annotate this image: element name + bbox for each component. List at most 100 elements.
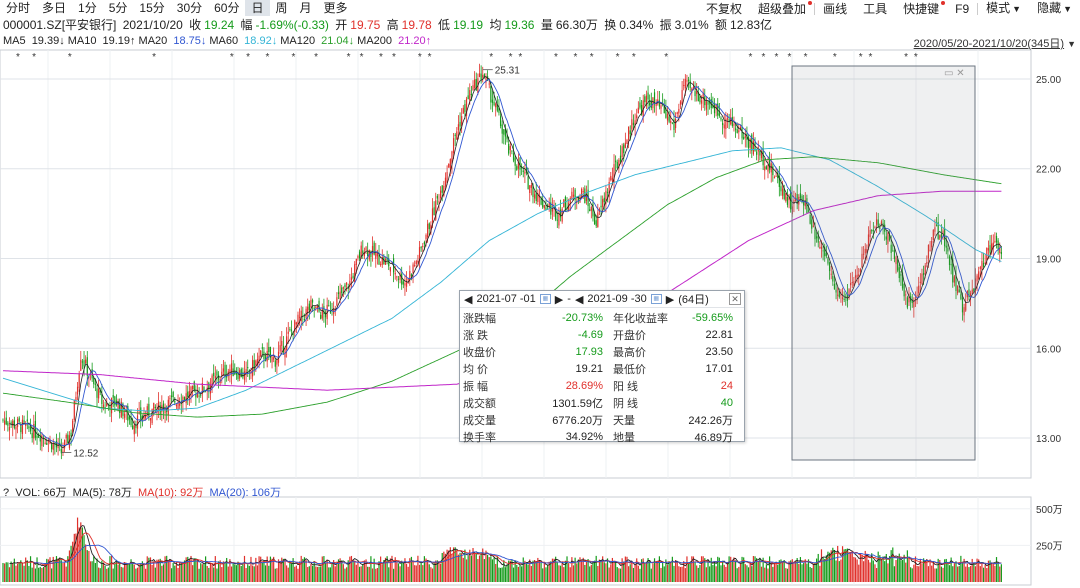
candle-body	[652, 97, 654, 109]
volume-bar	[791, 559, 793, 582]
period-tab-0[interactable]: 分时	[6, 1, 31, 15]
tool-menu-item-4[interactable]: 快捷键	[895, 0, 947, 17]
volume-bar	[292, 558, 294, 582]
volume-bar	[268, 565, 270, 582]
candle-body	[110, 397, 113, 414]
volume-bar	[582, 557, 584, 582]
volume-bar	[593, 560, 596, 582]
interval-end-date[interactable]: 2021-09 -30	[587, 293, 647, 305]
candle-body	[410, 274, 413, 276]
candle-body	[963, 307, 965, 316]
candle-body	[311, 299, 314, 303]
period-tab-9[interactable]: 月	[299, 1, 312, 15]
tool-menu-item-0[interactable]: 不复权	[698, 1, 750, 17]
candle-body	[396, 276, 398, 278]
volume-bar	[226, 557, 228, 582]
tool-menu-item-1[interactable]: 超级叠加	[750, 0, 814, 17]
candle-body	[976, 275, 978, 282]
candle-body	[222, 368, 225, 372]
period-tab-8[interactable]: 周	[275, 1, 288, 15]
volume-axis-tick: 500万	[1036, 505, 1063, 516]
volume-label: 量	[540, 18, 553, 32]
volume-bar	[835, 560, 837, 582]
stat-k2: 天量	[613, 414, 635, 427]
candle-body	[149, 417, 152, 421]
tool-menu-item-6[interactable]: 模式 ▼	[978, 0, 1029, 17]
candle-body	[282, 345, 284, 353]
calendar-icon[interactable]: ▦	[650, 294, 662, 304]
volume-bar	[942, 567, 944, 582]
candle-body	[357, 256, 359, 258]
date-range-selector[interactable]: 2020/05/20-2021/10/20(345日) ▼	[914, 35, 1076, 51]
volume-bar	[762, 557, 764, 582]
volume-bar	[960, 555, 962, 582]
volume-bar	[969, 566, 972, 582]
volume-bar	[793, 562, 795, 582]
period-tab-7[interactable]: 日	[245, 0, 270, 16]
candle-body	[274, 360, 276, 367]
candle-body	[760, 151, 763, 159]
candle-body	[52, 442, 54, 450]
candle-body	[431, 208, 434, 223]
volume-bar	[153, 561, 155, 582]
volume-bar	[913, 564, 915, 582]
candle-body	[495, 103, 497, 108]
calendar-icon[interactable]: ▦	[539, 294, 551, 304]
candle-body	[337, 292, 340, 295]
volume-bar	[401, 560, 403, 582]
candle-body	[984, 262, 986, 264]
volume-bar	[281, 557, 283, 582]
stock-code[interactable]: 000001.SZ[平安银行]	[3, 18, 117, 32]
volume-help-icon[interactable]: ?	[3, 487, 10, 499]
notification-dot	[808, 0, 813, 5]
period-tab-1[interactable]: 多日	[42, 1, 67, 15]
volume-bar	[854, 557, 857, 582]
volume-bar	[517, 566, 519, 582]
candle-body	[417, 260, 419, 263]
period-tab-5[interactable]: 30分	[176, 1, 203, 15]
volume-bar	[686, 556, 688, 582]
candle-body	[559, 209, 562, 218]
volume-bar	[663, 566, 665, 582]
candle-body	[243, 371, 246, 380]
candle-body	[36, 435, 38, 438]
volume-bar	[657, 560, 659, 582]
volume-bar	[757, 561, 759, 582]
tool-menu-item-5[interactable]: F9	[947, 1, 977, 17]
period-tab-2[interactable]: 1分	[78, 1, 97, 15]
volume-bar	[358, 566, 361, 582]
volume-bar	[362, 563, 364, 582]
volume-bar	[389, 558, 391, 582]
stat-v2: -59.65%	[692, 311, 733, 324]
volume-bar	[636, 558, 638, 582]
candle-body	[736, 129, 738, 133]
candle-body	[619, 155, 622, 162]
quote-line: 000001.SZ[平安银行] 2021/10/20 收 19.24 幅 -1.69…	[3, 18, 775, 32]
candle-body	[430, 224, 432, 233]
volume-bar	[392, 568, 395, 582]
volume-bar	[371, 568, 374, 582]
candle-body	[287, 331, 289, 334]
candle-body	[256, 359, 259, 366]
volume-ma20-line	[33, 544, 1002, 565]
stat-k2: 地量	[613, 431, 635, 444]
volume-bar	[18, 562, 20, 582]
period-tab-6[interactable]: 60分	[214, 1, 240, 15]
volume-bar	[803, 563, 805, 582]
interval-start-date[interactable]: 2021-07 -01	[476, 293, 536, 305]
maximize-icon[interactable]: ▭	[944, 68, 954, 79]
candle-body	[694, 91, 696, 97]
tool-menu-item-7[interactable]: 隐藏 ▼	[1029, 0, 1080, 17]
volume-bar	[196, 559, 199, 582]
candle-body	[370, 253, 372, 257]
volume-bar	[295, 565, 297, 582]
candle-body	[824, 247, 826, 257]
period-tab-4[interactable]: 15分	[139, 1, 165, 15]
close-icon[interactable]: ✕	[956, 68, 965, 79]
tool-menu-item-2[interactable]: 画线	[815, 1, 855, 17]
period-tab-10[interactable]: 更多	[323, 1, 348, 15]
tool-menu-item-3[interactable]: 工具	[855, 1, 895, 17]
period-tab-3[interactable]: 5分	[108, 1, 128, 15]
close-icon[interactable]: ✕	[729, 293, 741, 305]
volume-ma10-label: MA(10): 92万	[137, 487, 204, 499]
